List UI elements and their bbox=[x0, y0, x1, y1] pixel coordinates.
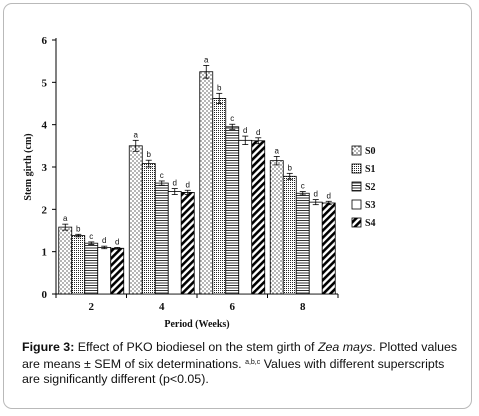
bar-S2-week-4 bbox=[154, 182, 169, 295]
y-tick-label: 1 bbox=[42, 247, 48, 259]
x-tick-label: 6 bbox=[230, 301, 236, 313]
significance-label: d bbox=[173, 179, 177, 188]
bar-S4-week-8 bbox=[321, 202, 336, 295]
legend-swatch-S2 bbox=[351, 181, 362, 192]
bar-S0-week-2 bbox=[58, 226, 73, 295]
bar-S3-week-6 bbox=[238, 139, 253, 295]
legend-swatch-S1 bbox=[351, 163, 362, 174]
y-axis-title: Stem girth (cm) bbox=[23, 133, 34, 200]
caption-text-2: . Plotted values are means ± SEM of six … bbox=[22, 340, 458, 371]
caption-species: Zea mays bbox=[317, 340, 373, 354]
y-tick-label: 4 bbox=[42, 120, 48, 132]
significance-label: a bbox=[275, 146, 280, 155]
legend-label-S4: S4 bbox=[365, 218, 376, 229]
significance-label: d bbox=[186, 180, 190, 189]
bar-S1-week-8 bbox=[282, 175, 297, 295]
bar-S0-week-6 bbox=[199, 71, 214, 295]
y-tick-label: 3 bbox=[42, 162, 48, 174]
bar-S2-week-8 bbox=[295, 192, 310, 295]
significance-label: a bbox=[63, 214, 68, 223]
y-tick-label: 6 bbox=[42, 35, 48, 47]
legend-label-S3: S3 bbox=[365, 200, 376, 211]
significance-label: d bbox=[256, 128, 260, 137]
y-tick-label: 2 bbox=[42, 204, 48, 216]
significance-label: b bbox=[76, 224, 81, 233]
bar-chart: 0 1 2 3 4 5 6 2 4 6 8 Period (Weeks) Stem girth (cm)… bbox=[23, 35, 376, 330]
significance-label: b bbox=[217, 83, 222, 92]
significance-label: c bbox=[301, 182, 305, 191]
y-tick-label: 0 bbox=[42, 289, 48, 301]
x-tick-label: 2 bbox=[89, 301, 95, 313]
bar-S3-week-4 bbox=[167, 191, 182, 295]
bar-S3-week-8 bbox=[308, 201, 323, 295]
bar-S4-week-6 bbox=[251, 140, 266, 295]
legend-swatch-S4 bbox=[351, 217, 362, 228]
significance-label: d bbox=[327, 191, 331, 200]
bar-S1-week-2 bbox=[71, 235, 86, 295]
x-axis-title: Period (Weeks) bbox=[164, 319, 229, 330]
bar-S4-week-2 bbox=[110, 247, 125, 295]
bar-S3-week-2 bbox=[97, 247, 112, 295]
bar-S1-week-6 bbox=[212, 98, 227, 295]
significance-label: d bbox=[314, 190, 318, 199]
x-tick-label: 4 bbox=[159, 301, 165, 313]
significance-label: c bbox=[230, 114, 234, 123]
legend-label-S2: S2 bbox=[365, 182, 376, 193]
legend-label-S1: S1 bbox=[365, 164, 376, 175]
significance-label: b bbox=[288, 163, 293, 172]
significance-label: d bbox=[102, 236, 106, 245]
caption-text-1: Effect of PKO biodiesel on the stem girt… bbox=[77, 340, 315, 354]
significance-label: d bbox=[115, 237, 119, 246]
bar-S2-week-6 bbox=[225, 126, 240, 295]
significance-label: b bbox=[147, 150, 152, 159]
bar-S1-week-4 bbox=[141, 163, 156, 295]
x-tick-label: 8 bbox=[300, 301, 306, 313]
significance-label: a bbox=[204, 55, 209, 64]
legend-label-S0: S0 bbox=[365, 146, 376, 157]
bar-S0-week-8 bbox=[269, 160, 284, 295]
bar-S2-week-2 bbox=[84, 242, 99, 295]
caption-label: Figure 3: bbox=[22, 340, 75, 354]
significance-label: a bbox=[134, 130, 139, 139]
significance-label: d bbox=[243, 126, 247, 135]
bar-S4-week-4 bbox=[180, 191, 195, 295]
bar-S0-week-4 bbox=[128, 145, 143, 295]
significance-label: c bbox=[89, 232, 93, 241]
y-tick-label: 5 bbox=[42, 77, 48, 89]
caption-superscript: a,b,c bbox=[245, 359, 261, 366]
significance-label: c bbox=[160, 171, 164, 180]
legend-swatch-S0 bbox=[351, 145, 362, 156]
figure-caption: Figure 3: Effect of PKO biodiesel on the… bbox=[22, 340, 462, 387]
caption-text-3: Values with different superscripts are s… bbox=[22, 357, 445, 386]
legend-swatch-S3 bbox=[351, 199, 362, 210]
